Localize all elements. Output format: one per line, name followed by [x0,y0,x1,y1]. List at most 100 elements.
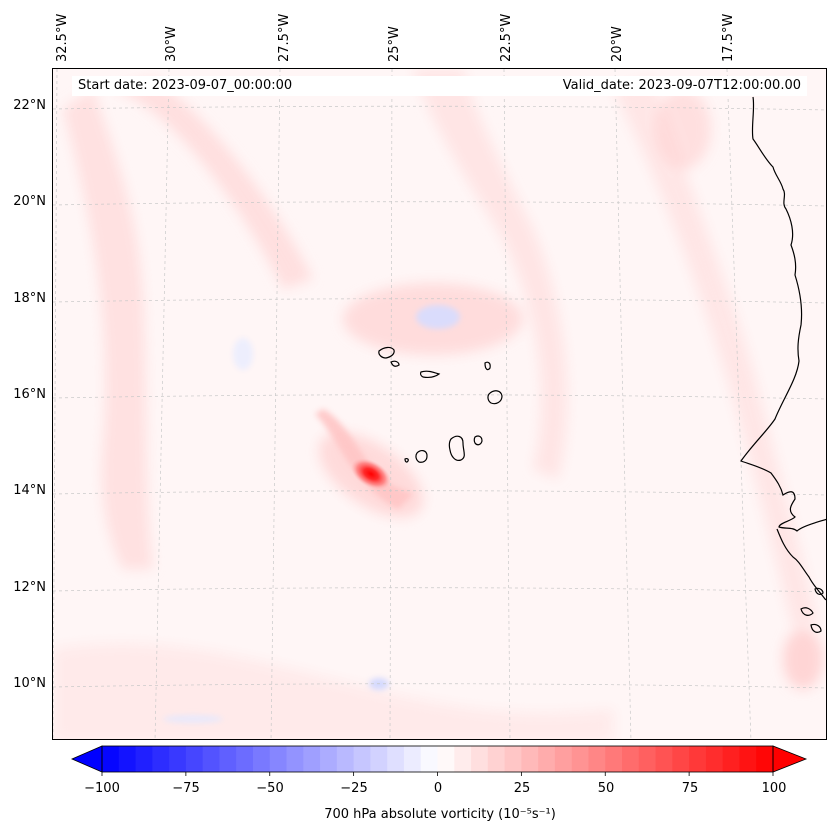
colorbar-tick-label-0: 0 [433,781,443,796]
colorbar-segment [487,746,506,772]
gridline-27-5w [270,69,281,739]
colorbar-segment [185,746,204,772]
colorbar-segment [269,746,288,772]
colorbar-segment [102,746,120,772]
valid-date-label: Valid_date: 2023-09-07T12:00:00.00 [562,78,801,93]
gridline-16n [53,394,826,400]
gridline-20w [614,69,632,739]
negative-patch-southwest [163,715,223,723]
lat-label-18n: 18°N [13,291,46,306]
gridline-18n [53,298,826,304]
colorbar-segment [320,746,338,772]
gridline-32-5w [53,69,58,739]
colorbar-segment [387,746,405,772]
vorticity-patch-se [783,629,823,689]
colorbar-segment [135,746,153,772]
lon-label-27-5w: 27.5°W [277,13,292,62]
negative-patch-west [233,338,253,370]
negative-patch-north [416,305,460,329]
lon-label-25w: 25°W [387,26,402,62]
start-date-label: Start date: 2023-09-07_00:00:00 [78,78,293,93]
colorbar-segment [437,746,455,772]
gridline-14n [53,490,826,496]
colorbar [70,745,808,776]
island-santiago [448,435,465,461]
vortex-feature [315,409,424,518]
gridline-25w [389,69,393,739]
vortex-core [350,458,392,490]
graticule [53,69,826,739]
coastline-africa [740,96,826,532]
vorticity-band-northwest [113,79,313,289]
colorbar-tick-label-neg100: −100 [84,781,120,796]
colorbar-segment [336,746,355,772]
colorbar-segment [286,746,304,772]
lon-label-20w: 20°W [610,26,625,62]
lat-label-20n: 20°N [13,194,46,209]
colorbar-segment [252,746,271,772]
colorbar-segment [554,746,573,772]
coastline-bijagos-2 [810,623,822,633]
vorticity-map [52,68,827,740]
lat-label-22n: 22°N [13,98,46,113]
colorbar-title: 700 hPa absolute vorticity (10⁻⁵s⁻¹) [324,807,556,822]
coastline-bijagos-3 [814,587,824,595]
colorbar-segment [722,746,741,772]
colorbar-segment [605,746,623,772]
negative-vorticity [163,305,460,723]
colorbar-tick-label-50: 50 [597,781,615,796]
colorbar-segment [403,746,422,772]
date-info-bar: Start date: 2023-09-07_00:00:00 Valid_da… [72,76,807,96]
gridline-12n [53,587,826,593]
gridline-22n [53,105,826,111]
island-maio [473,435,483,446]
map-background [53,69,826,739]
gridline-17-5w [726,69,752,739]
colorbar-segment [588,746,606,772]
colorbar-segment [638,746,657,772]
colorbar-tick-label-neg75: −75 [172,781,200,796]
island-fogo [415,450,428,463]
colorbar-ticks [101,772,774,776]
vorticity-band-central [413,69,568,479]
lat-label-12n: 12°N [13,580,46,595]
colorbar-segment [202,746,221,772]
gridline-22-5w [503,69,511,739]
island-sal [484,361,491,371]
island-sao-nicolau [420,370,441,378]
lon-label-32-5w: 32.5°W [55,13,70,62]
colorbar-tick-label-neg50: −50 [256,781,284,796]
colorbar-segment [689,746,707,772]
lon-label-22-5w: 22.5°W [499,13,514,62]
lon-label-30w: 30°W [164,26,179,62]
colorbar-extend-max [772,745,808,773]
lat-label-14n: 14°N [13,483,46,498]
colorbar-segment [655,746,673,772]
vorticity-patch-northeast [655,89,711,169]
colorbar-segment [169,746,187,772]
colorbar-extend-min [70,745,103,773]
gridline-30w [154,69,170,739]
colorbar-segment [118,746,137,772]
coastline-guinea [776,528,826,601]
island-brava [404,458,409,463]
colorbar-segment [521,746,539,772]
map-canvas [53,69,826,739]
vorticity-band-east [613,79,818,629]
lon-label-17-5w: 17.5°W [721,13,736,62]
colorbar-segment [454,746,472,772]
colorbar-tick-label-25: 25 [513,781,531,796]
gridline-10n [53,683,826,689]
colorbar-segment [471,746,489,772]
colorbar-segment [152,746,170,772]
colorbar-segment [219,746,237,772]
coastlines [378,96,826,633]
colorbar-segment [571,746,590,772]
colorbar-segment [370,746,388,772]
colorbar-segment [504,746,522,772]
colorbar-segment [236,746,254,772]
vorticity-band-west [63,89,153,569]
colorbar-segment [756,746,774,772]
island-boa-vista [487,390,503,405]
colorbar-segment [420,746,439,772]
